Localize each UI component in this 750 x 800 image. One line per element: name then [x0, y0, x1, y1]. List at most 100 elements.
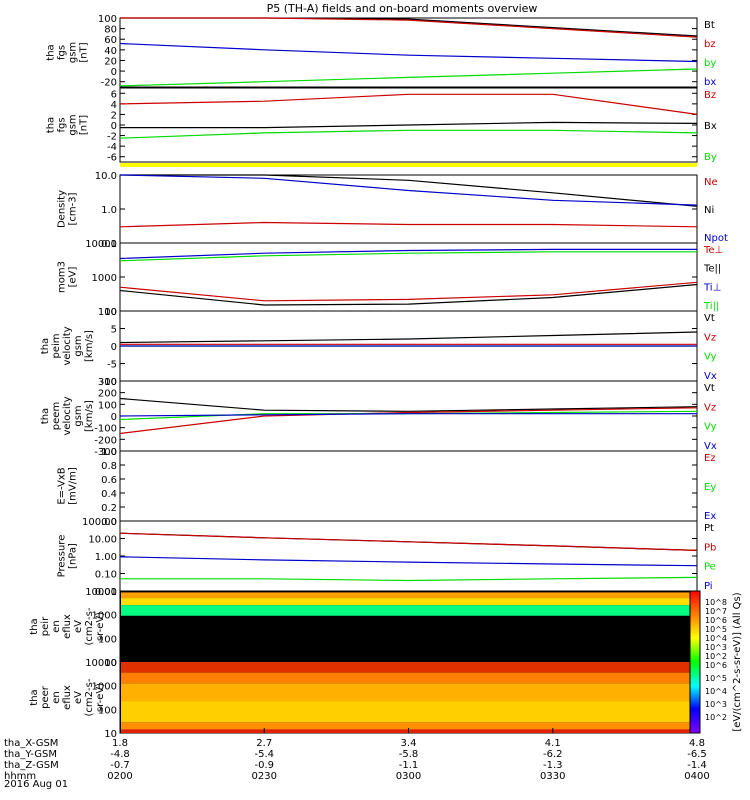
footer-value: 3.4: [401, 738, 417, 749]
footer-row-label: tha_Z-GSM: [4, 760, 59, 771]
heatmap-band: [121, 598, 696, 606]
y-axis-label: velocity: [62, 326, 73, 365]
legend-entry: Te||: [703, 264, 721, 275]
series-line: [119, 281, 698, 302]
y-tick-label: -2: [107, 132, 117, 143]
footer-value: -0.7: [110, 760, 130, 771]
legend-entry: Vz: [704, 332, 716, 343]
legend-entry: Vx: [704, 441, 717, 452]
footer-value: -1.1: [399, 760, 419, 771]
legend-entry: Bz: [704, 90, 716, 101]
legend-entry: Te⊥: [703, 245, 723, 256]
series-line: [119, 68, 698, 87]
footer-value: -5.4: [254, 749, 274, 760]
legend-entry: Ne: [704, 177, 718, 188]
series-line: [120, 17, 698, 38]
y-tick-label: 1.0: [101, 205, 117, 216]
y-axis-label: gsm: [73, 405, 84, 426]
status-bar: [120, 163, 697, 167]
y-tick-label: -6: [107, 153, 117, 164]
y-tick-label: -200: [94, 435, 117, 446]
y-tick-label: 80: [104, 25, 117, 36]
y-tick-label: 10000: [85, 587, 117, 598]
y-axis-label: tha: [40, 338, 51, 354]
y-axis-label: sr-eV): [95, 683, 106, 712]
y-axis-label: eflux: [62, 685, 73, 710]
series-line: [119, 93, 698, 115]
colorbar-tick: 10^2: [705, 713, 727, 722]
legend-entry: Bx: [704, 121, 717, 132]
panel-frame: [119, 17, 698, 88]
ephemeris-footer: 2016 Aug 01 tha_X-GSM 1.8 2.7 3.4 4.1 4.8 tha_…: [4, 738, 710, 790]
footer-value: 4.1: [545, 738, 561, 749]
y-axis-label: [mV/m]: [68, 467, 79, 505]
heatmap-band: [121, 701, 696, 723]
legend-entry: Vx: [704, 371, 717, 382]
colorbar-tick: 10^6: [705, 661, 727, 670]
footer-row-label: tha_Y-GSM: [4, 749, 57, 760]
y-axis-label: gsm: [68, 114, 79, 135]
y-axis-label: en: [51, 691, 62, 704]
colorbar-rect: [689, 590, 701, 734]
y-axis-label: fgs: [57, 45, 68, 60]
y-tick-label: 10: [104, 729, 117, 740]
y-axis-label: sr-eV): [95, 612, 106, 641]
colorbar-tick: 10^8: [705, 598, 727, 607]
legend-entry: Vy: [704, 352, 717, 363]
y-axis-label: [km/s]: [84, 330, 95, 362]
y-tick-label: 100: [98, 307, 117, 318]
heatmap-band: [121, 722, 696, 730]
legend-entry: Vt: [704, 313, 715, 324]
legend-entry: Ex: [704, 511, 716, 522]
footer-value: 0330: [540, 771, 565, 782]
footer-value: 0200: [107, 771, 132, 782]
y-axis-label: [km/s]: [84, 400, 95, 432]
footer-value: -1.4: [687, 760, 707, 771]
y-tick-label: 10: [104, 658, 117, 669]
legend-entry: by: [704, 58, 716, 69]
y-tick-label: 60: [104, 35, 117, 46]
heatmap-band: [121, 683, 696, 702]
panel-10: 10 100 1000 10000 tha peer en eflux eV (cm2-s-sr-…: [29, 658, 698, 740]
y-tick-label: 0.8: [101, 461, 117, 472]
legend-entry: Ez: [704, 453, 716, 464]
series-line: [119, 251, 697, 262]
series-line: [119, 407, 698, 435]
series-line: [119, 397, 698, 412]
footer-value: 1.8: [112, 738, 128, 749]
y-axis-label: en: [51, 620, 62, 633]
y-tick-label: -100: [94, 424, 117, 435]
y-tick-label: 0: [111, 412, 117, 423]
panel-5: -10 -5 0 5 10 tha peim velocity gsm [km/s] Vt Vz Vy V…: [40, 307, 717, 388]
y-axis-label: velocity: [62, 396, 73, 435]
y-axis-label: mom3: [57, 261, 68, 293]
y-axis-label: Density: [57, 190, 68, 228]
y-tick-label: 100: [98, 634, 117, 645]
y-axis-label: peem: [51, 402, 62, 430]
panel-8: 0.01 0.10 1.00 10.00 100.00 Pressure [nPa] Pt Pb…: [57, 517, 717, 598]
panel-3: 0.1 1.0 10.0 Density [cm-3] Ne Ni Npot: [57, 171, 728, 250]
legend-entry: Pt: [704, 523, 714, 534]
y-axis-label: peir: [40, 616, 51, 636]
y-tick-label: 1000: [92, 611, 117, 622]
y-axis-label: [nT]: [79, 42, 90, 62]
legend-entry: bx: [704, 77, 716, 88]
y-axis-label: [eV]: [68, 267, 79, 288]
series-line: [119, 556, 698, 567]
series-line: [120, 174, 698, 207]
legend-entry: bz: [704, 39, 716, 50]
y-tick-label: 200: [98, 389, 117, 400]
y-tick-label: 100: [98, 705, 117, 716]
y-tick-label: 0.10: [95, 570, 117, 581]
y-tick-label: 1.00: [95, 552, 117, 563]
colorbar-tick: 10^3: [705, 643, 727, 652]
series-line: [119, 248, 697, 260]
y-tick-label: 0: [111, 67, 117, 78]
y-tick-label: 0.2: [101, 503, 117, 514]
legend-entry: Vz: [704, 402, 716, 413]
y-tick-label: 1000: [92, 682, 117, 693]
y-axis-label: eV: [73, 620, 84, 633]
